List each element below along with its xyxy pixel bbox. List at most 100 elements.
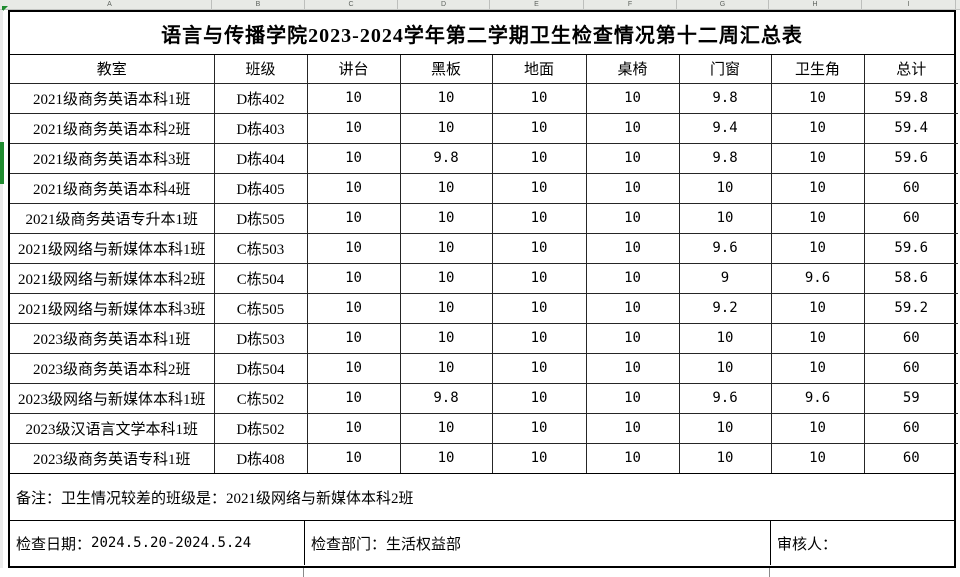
cell-total-score[interactable]: 60: [863, 442, 959, 474]
cell-windows-score[interactable]: 9.6: [678, 382, 772, 414]
cell-hygiene-corner-score[interactable]: 10: [770, 112, 865, 144]
column-letter[interactable]: B: [212, 0, 305, 9]
cell-floor-score[interactable]: 10: [491, 112, 587, 144]
cell-classroom[interactable]: 2023级汉语言文学本科1班: [9, 412, 215, 444]
reviewer-cell[interactable]: 审核人：: [777, 536, 838, 553]
cell-classroom[interactable]: 2023级网络与新媒体本科1班: [9, 382, 215, 414]
column-header-podium[interactable]: 讲台: [306, 54, 401, 84]
cell-desks-score[interactable]: 10: [585, 232, 680, 264]
cell-podium-score[interactable]: 10: [306, 232, 401, 264]
cell-blackboard-score[interactable]: 10: [399, 232, 493, 264]
cell-total-score[interactable]: 59.6: [863, 142, 959, 174]
cell-desks-score[interactable]: 10: [585, 112, 680, 144]
cell-floor-score[interactable]: 10: [491, 232, 587, 264]
cell-class[interactable]: C栋505: [213, 292, 308, 324]
column-header-classroom[interactable]: 教室: [9, 54, 215, 84]
column-header-class[interactable]: 班级: [213, 54, 308, 84]
cell-hygiene-corner-score[interactable]: 10: [770, 322, 865, 354]
cell-total-score[interactable]: 60: [863, 322, 959, 354]
cell-desks-score[interactable]: 10: [585, 202, 680, 234]
column-header-desks[interactable]: 桌椅: [585, 54, 680, 84]
cell-class[interactable]: C栋504: [213, 262, 308, 294]
cell-floor-score[interactable]: 10: [491, 172, 587, 204]
cell-floor-score[interactable]: 10: [491, 292, 587, 324]
column-header-total[interactable]: 总计: [863, 54, 959, 84]
cell-classroom[interactable]: 2021级商务英语本科2班: [9, 112, 215, 144]
cell-total-score[interactable]: 60: [863, 352, 959, 384]
cell-blackboard-score[interactable]: 10: [399, 172, 493, 204]
cell-floor-score[interactable]: 10: [491, 262, 587, 294]
cell-windows-score[interactable]: 9.8: [678, 82, 772, 114]
cell-desks-score[interactable]: 10: [585, 442, 680, 474]
cell-podium-score[interactable]: 10: [306, 412, 401, 444]
cell-windows-score[interactable]: 10: [678, 202, 772, 234]
cell-classroom[interactable]: 2021级网络与新媒体本科1班: [9, 232, 215, 264]
cell-floor-score[interactable]: 10: [491, 322, 587, 354]
cell-blackboard-score[interactable]: 10: [399, 262, 493, 294]
cell-total-score[interactable]: 58.6: [863, 262, 959, 294]
cell-floor-score[interactable]: 10: [491, 202, 587, 234]
cell-desks-score[interactable]: 10: [585, 412, 680, 444]
cell-hygiene-corner-score[interactable]: 9.6: [770, 382, 865, 414]
cell-total-score[interactable]: 60: [863, 172, 959, 204]
cell-floor-score[interactable]: 10: [491, 352, 587, 384]
cell-desks-score[interactable]: 10: [585, 262, 680, 294]
cell-windows-score[interactable]: 9.2: [678, 292, 772, 324]
cell-total-score[interactable]: 59: [863, 382, 959, 414]
cell-podium-score[interactable]: 10: [306, 442, 401, 474]
cell-hygiene-corner-score[interactable]: 10: [770, 352, 865, 384]
cell-floor-score[interactable]: 10: [491, 142, 587, 174]
cell-windows-score[interactable]: 10: [678, 352, 772, 384]
cell-podium-score[interactable]: 10: [306, 352, 401, 384]
cell-classroom[interactable]: 2023级商务英语专科1班: [9, 442, 215, 474]
cell-desks-score[interactable]: 10: [585, 172, 680, 204]
inspection-date-cell[interactable]: 检查日期： 2024.5.20-2024.5.24: [10, 521, 305, 565]
cell-hygiene-corner-score[interactable]: 10: [770, 172, 865, 204]
cell-class[interactable]: D栋403: [213, 112, 308, 144]
cell-class[interactable]: D栋502: [213, 412, 308, 444]
cell-podium-score[interactable]: 10: [306, 112, 401, 144]
column-header-blackboard[interactable]: 黑板: [399, 54, 493, 84]
column-letter[interactable]: I: [862, 0, 956, 9]
cell-hygiene-corner-score[interactable]: 10: [770, 82, 865, 114]
cell-desks-score[interactable]: 10: [585, 382, 680, 414]
column-letter[interactable]: G: [677, 0, 769, 9]
cell-class[interactable]: C栋503: [213, 232, 308, 264]
cell-blackboard-score[interactable]: 10: [399, 292, 493, 324]
cell-windows-score[interactable]: 9: [678, 262, 772, 294]
cell-total-score[interactable]: 59.6: [863, 232, 959, 264]
cell-hygiene-corner-score[interactable]: 10: [770, 292, 865, 324]
cell-blackboard-score[interactable]: 9.8: [399, 142, 493, 174]
cell-class[interactable]: C栋502: [213, 382, 308, 414]
cell-classroom[interactable]: 2021级网络与新媒体本科2班: [9, 262, 215, 294]
cell-hygiene-corner-score[interactable]: 10: [770, 412, 865, 444]
cell-podium-score[interactable]: 10: [306, 322, 401, 354]
cell-class[interactable]: D栋408: [213, 442, 308, 474]
cell-blackboard-score[interactable]: 10: [399, 412, 493, 444]
cell-windows-score[interactable]: 10: [678, 322, 772, 354]
column-letter[interactable]: C: [305, 0, 398, 9]
cell-floor-score[interactable]: 10: [491, 412, 587, 444]
cell-class[interactable]: D栋504: [213, 352, 308, 384]
cell-hygiene-corner-score[interactable]: 10: [770, 232, 865, 264]
cell-desks-score[interactable]: 10: [585, 322, 680, 354]
inspection-department-cell[interactable]: 检查部门：生活权益部: [305, 521, 771, 565]
cell-floor-score[interactable]: 10: [491, 442, 587, 474]
cell-total-score[interactable]: 60: [863, 202, 959, 234]
cell-classroom[interactable]: 2021级商务英语本科1班: [9, 82, 215, 114]
column-header-windows[interactable]: 门窗: [678, 54, 772, 84]
cell-blackboard-score[interactable]: 10: [399, 352, 493, 384]
column-letter[interactable]: F: [584, 0, 677, 9]
cell-desks-score[interactable]: 10: [585, 292, 680, 324]
remark-cell[interactable]: 备注：卫生情况较差的班级是：2021级网络与新媒体本科2班: [10, 473, 954, 521]
cell-podium-score[interactable]: 10: [306, 262, 401, 294]
cell-class[interactable]: D栋402: [213, 82, 308, 114]
cell-windows-score[interactable]: 10: [678, 172, 772, 204]
cell-hygiene-corner-score[interactable]: 9.6: [770, 262, 865, 294]
cell-podium-score[interactable]: 10: [306, 382, 401, 414]
column-header-floor[interactable]: 地面: [491, 54, 587, 84]
cell-classroom[interactable]: 2023级商务英语本科1班: [9, 322, 215, 354]
cell-hygiene-corner-score[interactable]: 10: [770, 442, 865, 474]
cell-desks-score[interactable]: 10: [585, 352, 680, 384]
cell-floor-score[interactable]: 10: [491, 82, 587, 114]
